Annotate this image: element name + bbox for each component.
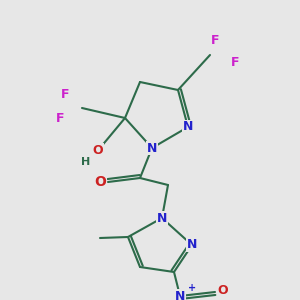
Text: N: N bbox=[187, 238, 197, 251]
Text: +: + bbox=[188, 283, 196, 293]
Text: F: F bbox=[231, 56, 239, 68]
Text: N: N bbox=[175, 290, 185, 300]
Text: O: O bbox=[93, 143, 103, 157]
Text: N: N bbox=[157, 212, 167, 224]
Text: O: O bbox=[94, 175, 106, 189]
Text: H: H bbox=[81, 157, 91, 167]
Text: F: F bbox=[61, 88, 69, 101]
Text: N: N bbox=[183, 121, 193, 134]
Text: O: O bbox=[218, 284, 228, 296]
Text: F: F bbox=[56, 112, 64, 124]
Text: F: F bbox=[211, 34, 219, 46]
Text: N: N bbox=[147, 142, 157, 154]
